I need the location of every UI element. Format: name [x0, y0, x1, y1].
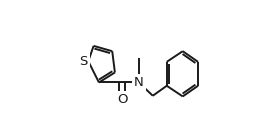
Text: S: S	[79, 55, 88, 68]
Text: N: N	[134, 76, 144, 89]
Text: O: O	[117, 93, 128, 106]
